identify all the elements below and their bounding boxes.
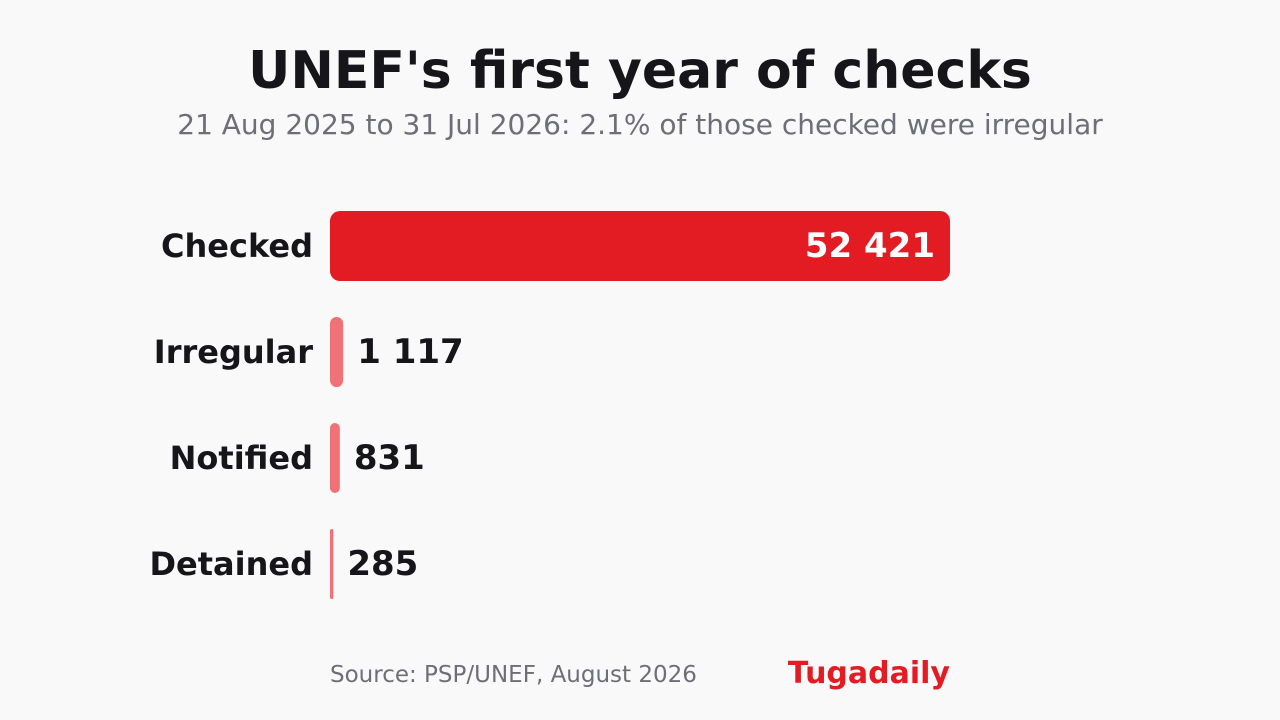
brand-logo: Tugadaily bbox=[787, 656, 950, 691]
bar-notified bbox=[330, 423, 340, 493]
source-note: Source: PSP/UNEF, August 2026 bbox=[330, 662, 697, 688]
bar-irregular bbox=[330, 317, 344, 387]
category-label-notified: Notified bbox=[170, 439, 313, 477]
value-label-checked: 52 421 bbox=[805, 226, 935, 266]
chart-subtitle: 21 Aug 2025 to 31 Jul 2026: 2.1% of thos… bbox=[177, 108, 1103, 141]
value-label-irregular: 1 117 bbox=[357, 332, 463, 372]
category-label-checked: Checked bbox=[161, 227, 313, 265]
value-label-detained: 285 bbox=[347, 544, 418, 584]
bar-checked bbox=[330, 211, 950, 281]
value-label-notified: 831 bbox=[354, 438, 425, 478]
chart-title: UNEF's first year of checks bbox=[248, 41, 1032, 101]
bar-detained bbox=[330, 529, 334, 599]
category-label-detained: Detained bbox=[149, 545, 313, 583]
category-label-irregular: Irregular bbox=[154, 333, 313, 371]
